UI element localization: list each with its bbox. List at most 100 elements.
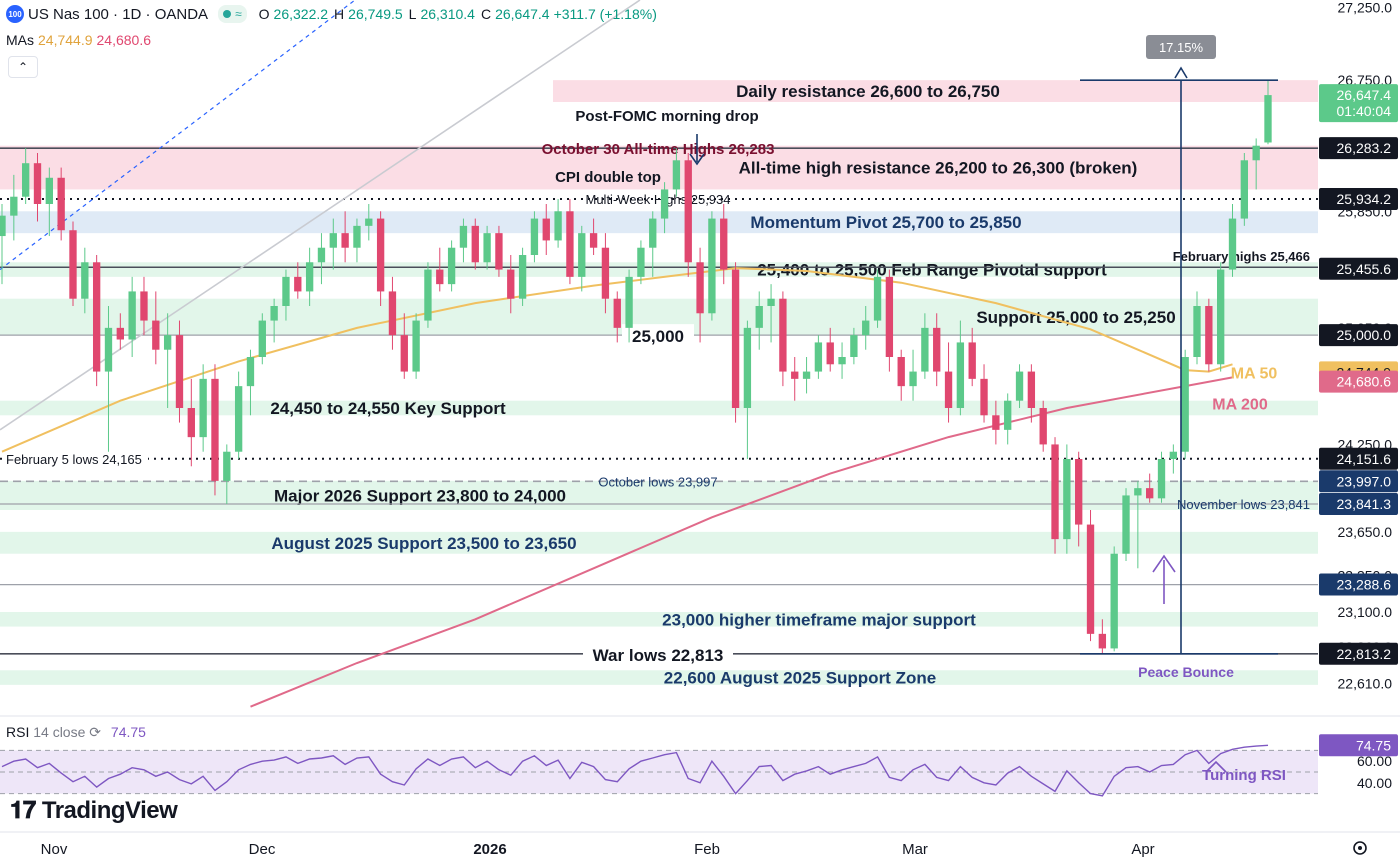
time-tick-label: 2026 xyxy=(473,841,506,858)
price-tag xyxy=(1319,642,1398,665)
candle xyxy=(731,269,740,408)
feb-highs-label: February highs 25,466 xyxy=(1173,249,1310,264)
candle xyxy=(873,276,882,321)
zone-band xyxy=(553,80,1318,102)
candle xyxy=(826,342,834,365)
time-tick-label: Nov xyxy=(41,841,68,858)
candle xyxy=(613,298,621,328)
candle xyxy=(140,291,148,321)
rsi-legend[interactable]: RSI 14 close ⟳ 74.75 xyxy=(6,724,146,741)
candle xyxy=(672,160,681,190)
price-tag xyxy=(1319,492,1398,515)
candle xyxy=(459,225,468,248)
zone-band xyxy=(0,670,1318,685)
measure-percent: 17.15% xyxy=(1159,40,1204,55)
brand-name: TradingView xyxy=(41,797,178,824)
price-tick-label: 23,100.0 xyxy=(1338,604,1393,620)
price-tag-label: 23,841.3 xyxy=(1337,496,1392,512)
november-lows-label: November lows 23,841 xyxy=(1177,497,1310,512)
price-tag xyxy=(1319,447,1398,470)
wave-icon: ≈ xyxy=(235,7,242,21)
zone-label: Daily resistance 26,600 to 26,750 xyxy=(736,82,1000,101)
multiweek-label: Multi-Week Highs 25,934 xyxy=(586,192,731,207)
price-tag xyxy=(1319,257,1398,280)
candle xyxy=(921,327,929,372)
candle xyxy=(1098,633,1107,649)
open-value: 26,322.2 xyxy=(273,6,329,22)
price-tag-label: 25,000.0 xyxy=(1337,327,1392,343)
candle xyxy=(791,371,799,379)
candle xyxy=(802,371,811,379)
candle xyxy=(649,218,657,248)
candle xyxy=(152,320,160,350)
price-tag-label: 24,680.6 xyxy=(1337,374,1392,390)
price-tag-label: 25,934.2 xyxy=(1337,191,1392,207)
feb5-lows-label: February 5 lows 24,165 xyxy=(6,452,142,467)
candle xyxy=(45,177,53,204)
candle xyxy=(33,163,42,204)
candle xyxy=(116,327,124,340)
candle xyxy=(720,218,728,270)
candle xyxy=(483,233,491,263)
measure-badge xyxy=(1146,35,1216,59)
ma-legend[interactable]: MAs 24,744.9 24,680.6 xyxy=(6,32,151,48)
candle xyxy=(223,451,231,481)
candle xyxy=(305,262,314,292)
candle xyxy=(1039,408,1047,445)
candle xyxy=(838,357,846,365)
low-value: 26,310.4 xyxy=(420,6,475,22)
zone-label: 22,600 August 2025 Support Zone xyxy=(664,669,936,688)
candle xyxy=(1122,495,1130,554)
rsi-tick-label: 40.00 xyxy=(1357,775,1392,791)
candle xyxy=(696,262,704,314)
price-tag-label: 23,288.6 xyxy=(1337,577,1392,593)
price-tag xyxy=(1319,188,1398,211)
arrow-up-icon xyxy=(1152,554,1176,573)
candle xyxy=(128,291,136,340)
price-tag xyxy=(1319,137,1398,160)
candle xyxy=(1075,459,1083,525)
candle xyxy=(21,163,30,197)
candle xyxy=(1015,371,1024,401)
zone-label: 24,450 to 24,550 Key Support xyxy=(270,399,506,418)
market-status-badge: ≈ xyxy=(218,5,247,23)
candle xyxy=(258,320,266,357)
price-tick-label: 23,650.0 xyxy=(1338,524,1393,540)
rsi-name: RSI xyxy=(6,724,30,740)
arrow-head-icon xyxy=(689,153,705,166)
candle xyxy=(980,378,988,416)
price-tag xyxy=(1319,573,1398,596)
ath-label: October 30 All-time Highs 26,283 xyxy=(542,141,775,158)
candle xyxy=(163,335,172,350)
zone-band xyxy=(0,531,1318,554)
candle xyxy=(1004,400,1012,430)
candle xyxy=(495,233,503,270)
candle xyxy=(329,233,337,248)
rsi-tick-label: 60.00 xyxy=(1357,753,1392,769)
candle xyxy=(436,269,444,285)
symbol-logo-icon: 100 xyxy=(6,5,24,23)
candle xyxy=(1086,524,1095,634)
candle xyxy=(294,276,302,292)
gear-icon[interactable] xyxy=(1353,841,1367,855)
level-label-bg xyxy=(622,324,694,347)
candle xyxy=(755,306,763,328)
candle xyxy=(447,247,456,285)
candle xyxy=(104,327,113,372)
symbol-title[interactable]: US Nas 100 · 1D · OANDA xyxy=(28,5,209,23)
candle xyxy=(353,225,361,248)
candle xyxy=(589,233,598,248)
price-tag xyxy=(1319,470,1398,493)
collapse-legend-button[interactable]: ⌃ xyxy=(8,56,38,78)
candle xyxy=(69,230,77,299)
candle xyxy=(507,269,515,299)
candle xyxy=(57,177,65,231)
ma200-value: 24,680.6 xyxy=(96,32,152,48)
candle xyxy=(471,225,479,263)
close-label: C xyxy=(480,6,492,22)
candle xyxy=(684,160,692,263)
chevron-up-icon: ⌃ xyxy=(17,60,29,74)
price-tag-label: 25,455.6 xyxy=(1337,261,1392,277)
candle xyxy=(814,342,823,372)
